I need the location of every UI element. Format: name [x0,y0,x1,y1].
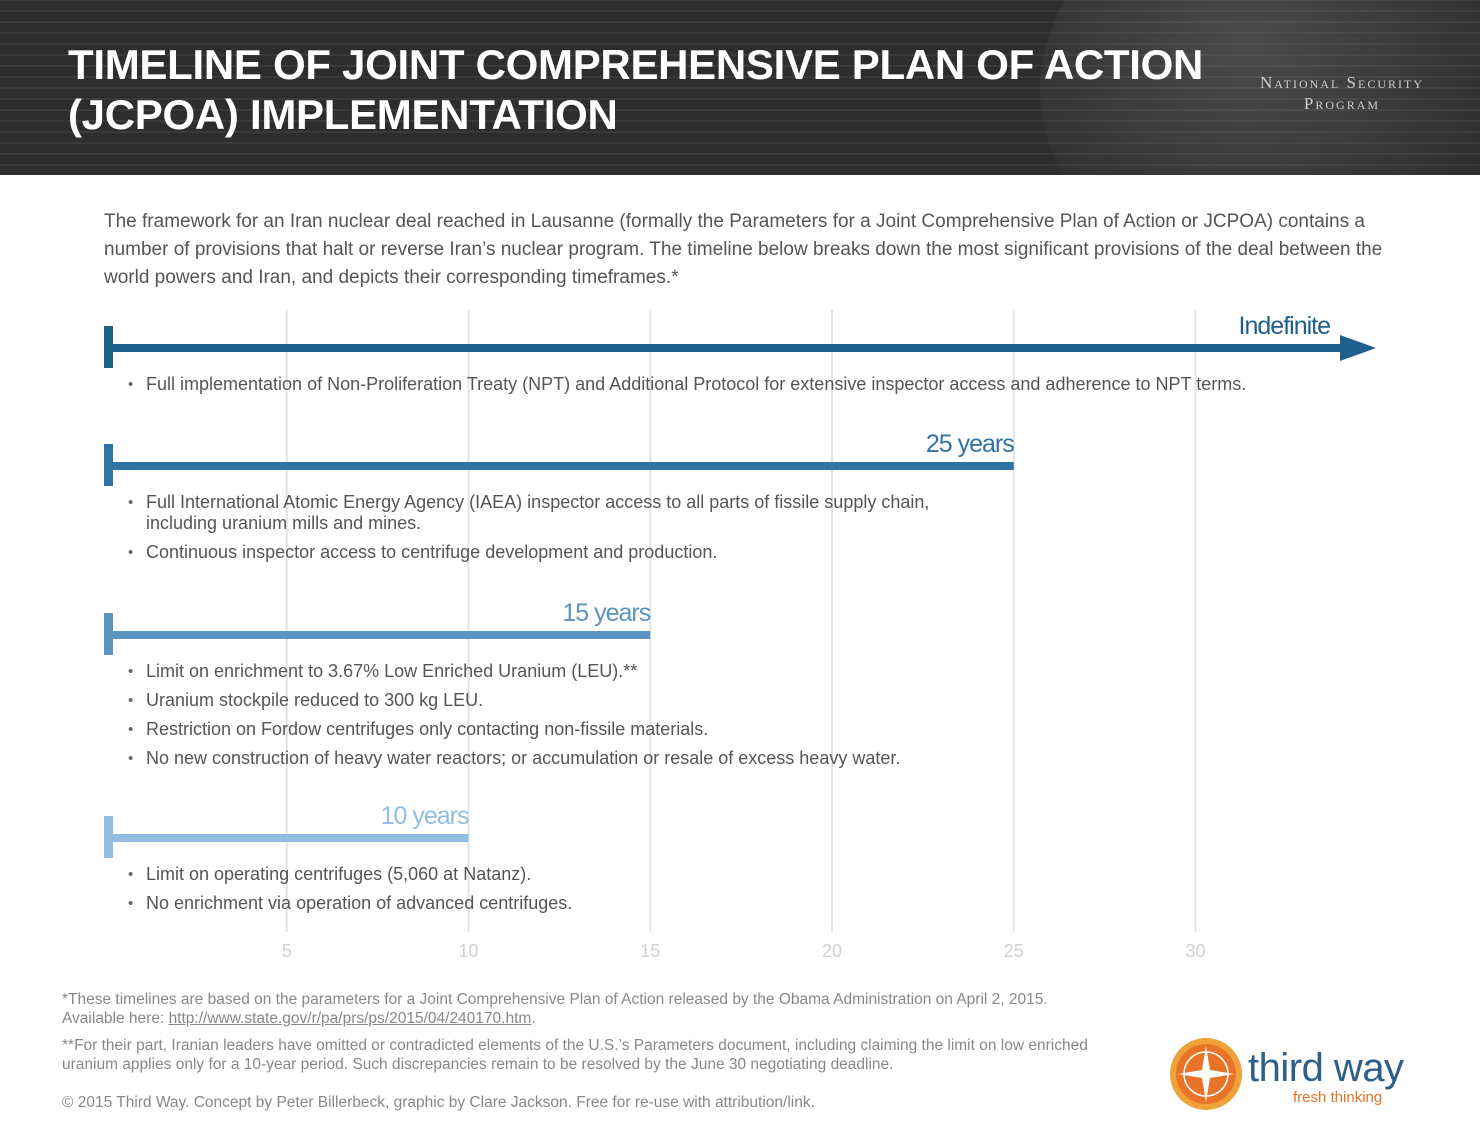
source-link[interactable]: http://www.state.gov/r/pa/prs/ps/2015/04… [168,1010,532,1027]
title-line-1: TIMELINE OF JOINT COMPREHENSIVE PLAN OF … [68,41,1204,88]
x-tick-label-20: 20 [822,941,842,961]
x-tick-label-25: 25 [1004,941,1024,961]
x-tick-label-10: 10 [458,941,478,961]
logo-wordmark: third way [1248,1046,1404,1090]
compass-logo-icon [1170,1038,1242,1110]
intro-paragraph: The framework for an Iran nuclear deal r… [104,211,1383,288]
bullet-item: No new construction of heavy water react… [128,748,900,769]
bullet-item: Uranium stockpile reduced to 300 kg LEU. [128,690,900,711]
bullet-item: Full International Atomic Energy Agency … [128,492,968,534]
page-title: TIMELINE OF JOINT COMPREHENSIVE PLAN OF … [68,40,1203,140]
bar-start-cap-15-years [104,613,113,655]
bullet-item: Limit on operating centrifuges (5,060 at… [128,864,572,885]
bar-label-15-years: 15 years [562,599,650,627]
bullet-list-10-years: Limit on operating centrifuges (5,060 at… [128,864,572,922]
bullet-item: Continuous inspector access to centrifug… [128,542,968,563]
bullet-item: Limit on enrichment to 3.67% Low Enriche… [128,661,900,682]
arrow-head-indefinite [1340,335,1376,361]
bullet-item: No enrichment via operation of advanced … [128,893,572,914]
bar-10-years [109,834,469,842]
program-name: National Security Program [1232,72,1452,114]
header-banner: TIMELINE OF JOINT COMPREHENSIVE PLAN OF … [0,0,1480,175]
footnote-1: *These timelines are based on the parame… [62,991,1048,1027]
bar-indefinite [109,344,1345,352]
bar-start-cap-25-years [104,444,113,486]
footnote-1-prefix: Available here: [62,1010,169,1027]
logo-tagline: fresh thinking [1293,1089,1383,1106]
x-tick-label-15: 15 [640,941,660,961]
bar-label-25-years: 25 years [926,430,1014,458]
bullet-item: Restriction on Fordow centrifuges only c… [128,719,900,740]
x-tick-label-5: 5 [282,941,292,961]
bar-25-years [109,462,1014,470]
footnote-1-text: *These timelines are based on the parame… [62,991,1048,1008]
x-tick-label-30: 30 [1185,941,1205,961]
title-line-2: (JCPOA) IMPLEMENTATION [68,91,618,138]
bar-start-cap-indefinite [104,326,113,368]
bullet-list-indefinite: Full implementation of Non-Proliferation… [128,374,1246,403]
bullet-list-15-years: Limit on enrichment to 3.67% Low Enriche… [128,661,900,777]
bullet-list-25-years: Full International Atomic Energy Agency … [128,492,968,571]
bar-label-indefinite: Indefinite [1239,312,1331,340]
program-name-line-1: National Security [1260,73,1424,92]
bar-15-years [109,631,651,639]
program-name-line-2: Program [1303,94,1381,113]
bar-label-10-years: 10 years [381,802,469,830]
bullet-item: Full implementation of Non-Proliferation… [128,374,1246,395]
copyright-notice: © 2015 Third Way. Concept by Peter Bille… [62,1094,815,1111]
timeline-chart: 5 10 15 20 25 30 Indefinite 25 years 15 years 10 … [104,310,1376,961]
bar-start-cap-10-years [104,816,113,858]
footnote-2: **For their part, Iranian leaders have o… [62,1037,1088,1073]
